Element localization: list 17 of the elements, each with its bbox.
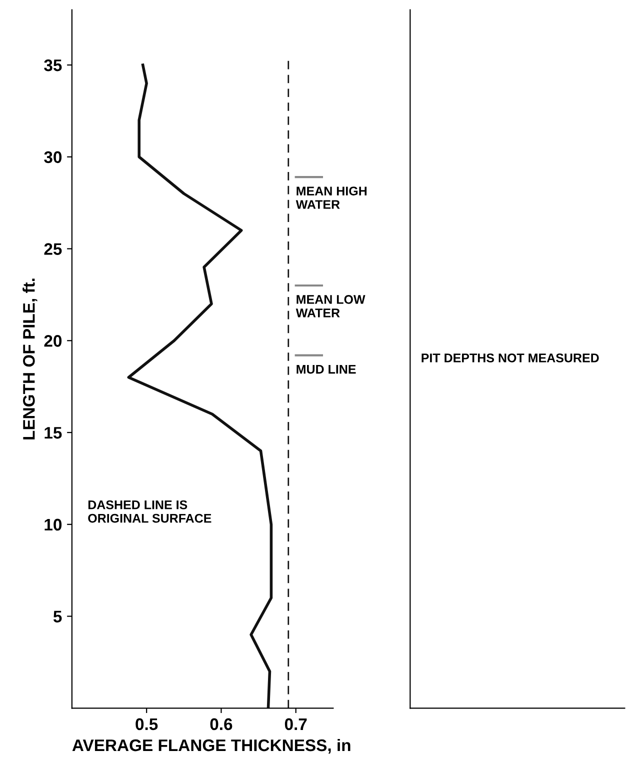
y-tick-label: 20	[44, 335, 62, 347]
x-tick-label: 0.6	[210, 718, 232, 730]
y-tick-label: 35	[44, 59, 62, 72]
x-tick-label: 0.5	[136, 718, 158, 730]
y-tick-label: 25	[44, 243, 62, 255]
y-tick-label: 5	[53, 610, 62, 622]
y-tick-label: 30	[44, 151, 62, 164]
y-tick-label: 10	[44, 518, 62, 531]
ref-line-label: MEAN LOW WATER	[296, 295, 366, 318]
annotation: DASHED LINE IS ORIGINAL SURFACE	[88, 500, 212, 523]
ref-line-label: MUD LINE	[296, 364, 356, 374]
x-tick-label: 0.7	[284, 718, 307, 730]
text: PIT DEPTHS NOT MEASURED	[422, 354, 599, 362]
y-axis-title: LENGTH OF PILE, ft.	[22, 278, 38, 440]
x-axis-title: AVERAGE FLANGE THICKNESS, in	[72, 738, 350, 754]
ref-line-label: MEAN HIGH WATER	[296, 186, 367, 209]
y-tick-label: 15	[44, 427, 62, 439]
